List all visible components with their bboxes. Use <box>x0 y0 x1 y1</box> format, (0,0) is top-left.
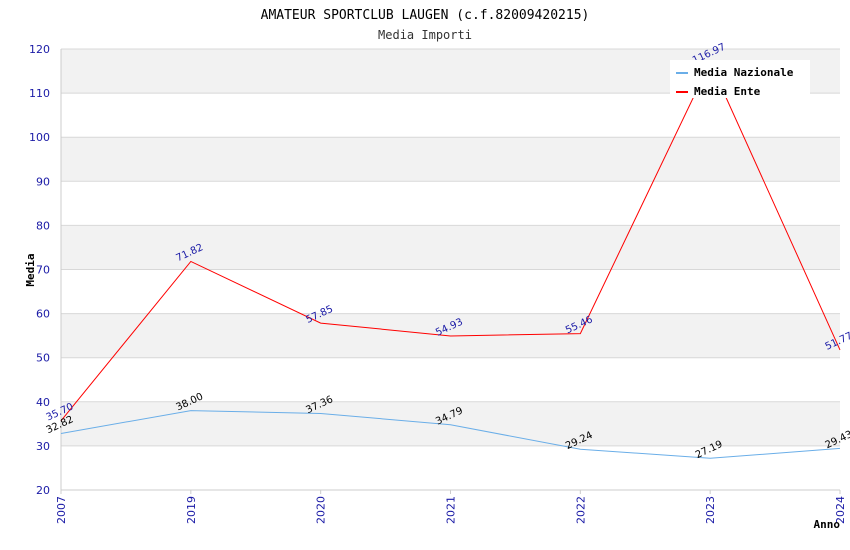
x-tick-label: 2020 <box>315 496 328 524</box>
plot-band <box>61 445 840 490</box>
plot-background <box>61 49 840 490</box>
chart-title: AMATEUR SPORTCLUB LAUGEN (c.f.8200942021… <box>261 8 590 23</box>
y-tick-label: 20 <box>36 484 50 497</box>
plot-band <box>61 137 840 182</box>
x-axis-label: Anno <box>814 518 841 531</box>
y-tick-label: 30 <box>36 440 50 453</box>
chart-subtitle: Media Importi <box>378 28 472 42</box>
y-tick-label: 110 <box>29 87 50 100</box>
x-tick-label: 2022 <box>574 496 587 524</box>
y-tick-label: 100 <box>29 131 50 144</box>
legend-box <box>670 60 810 98</box>
x-tick-label: 2019 <box>185 496 198 524</box>
y-tick-label: 120 <box>29 43 50 56</box>
y-tick-label: 50 <box>36 352 50 365</box>
series-line-media-nazionale <box>60 410 841 459</box>
legend-label: Media Nazionale <box>694 66 794 79</box>
plot-band <box>61 269 840 314</box>
y-axis-label: Media <box>24 253 37 286</box>
x-axis-ticks: 2007 2019 2020 2021 2022 2023 2024 <box>55 496 847 524</box>
x-tick-label: 2023 <box>704 496 717 524</box>
x-tick-label: 2024 <box>834 496 847 524</box>
y-tick-label: 70 <box>36 264 50 277</box>
y-tick-label: 90 <box>36 175 50 188</box>
y-tick-label: 60 <box>36 308 50 321</box>
y-tick-label: 40 <box>36 396 50 409</box>
y-tick-label: 80 <box>36 219 50 232</box>
plot-band <box>61 93 840 138</box>
legend: Media Nazionale Media Ente <box>670 60 810 98</box>
y-axis-ticks: 20 30 40 50 60 70 80 90 100 110 120 <box>29 43 50 497</box>
gridlines <box>60 48 841 494</box>
plot-band <box>61 181 840 226</box>
x-tick-label: 2007 <box>55 496 68 524</box>
plot-band <box>61 357 840 402</box>
legend-label: Media Ente <box>694 85 761 98</box>
plot-band <box>61 401 840 446</box>
x-tick-label: 2021 <box>445 496 458 524</box>
